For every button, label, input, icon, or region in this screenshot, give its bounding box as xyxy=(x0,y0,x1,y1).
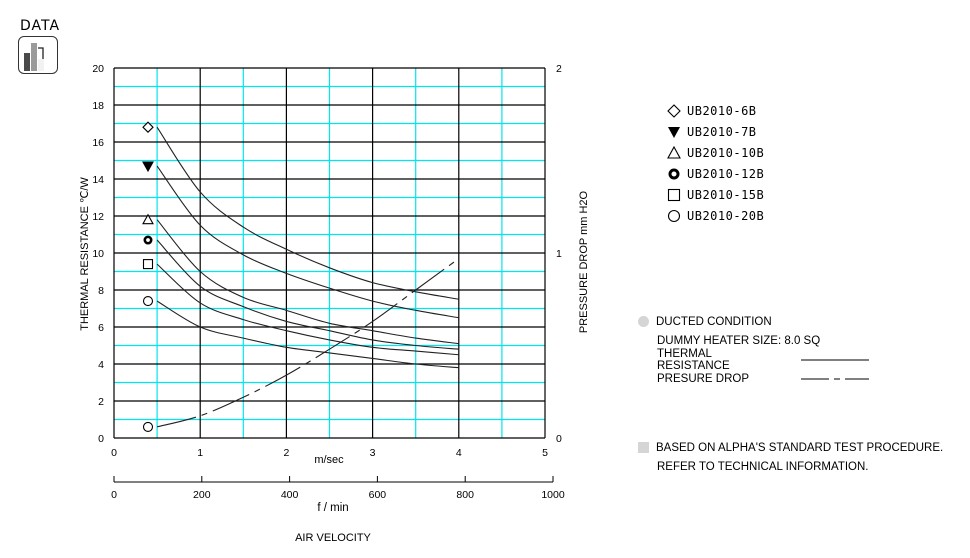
curve-ub2010-6b xyxy=(156,126,459,300)
y-tick-right: 2 xyxy=(556,63,562,75)
legend-item: UB2010-20B xyxy=(664,205,764,226)
legend: UB2010-6B UB2010-7B UB2010-10B UB2010-12B UB… xyxy=(664,100,764,226)
curve-pressure-drop xyxy=(156,258,460,428)
x-tick-secondary: 1000 xyxy=(541,489,565,501)
curve-ub2010-12b xyxy=(156,239,459,350)
y-tick-left: 0 xyxy=(98,433,104,445)
note-refer: REFER TO TECHNICAL INFORMATION. xyxy=(657,457,943,476)
y-axis-title-right: PRESSURE DROP mm H2O xyxy=(578,190,590,333)
y-tick-left: 14 xyxy=(92,174,104,186)
dash-line-sample xyxy=(801,378,869,379)
notes: DUCTED CONDITION DUMMY HEATER SIZE: 8.0 … xyxy=(638,312,943,476)
heater-text: DUMMY HEATER SIZE: 8.0 SQ xyxy=(657,334,821,347)
y-tick-left: 18 xyxy=(92,100,104,112)
legend-item: UB2010-7B xyxy=(664,121,764,142)
triangle-open-icon xyxy=(664,145,684,160)
square-open-icon xyxy=(142,259,154,270)
y-axis-title-left: THERMAL RESISTANCE ℃/W xyxy=(79,177,91,331)
thermal-label: THERMAL RESISTANCE xyxy=(657,347,730,372)
y-tick-left: 12 xyxy=(92,211,104,223)
legend-label: UB2010-15B xyxy=(687,187,765,202)
x-tick-secondary: 800 xyxy=(456,489,474,501)
triangle-open-icon xyxy=(142,213,154,225)
x-tick-secondary: 200 xyxy=(193,489,211,501)
y-tick-right: 1 xyxy=(556,248,562,260)
pressure-label: PRESURE DROP xyxy=(657,372,750,385)
legend-item: UB2010-10B xyxy=(664,142,764,163)
note-procedure: BASED ON ALPHA'S STANDARD TEST PROCEDURE… xyxy=(638,438,943,457)
curve-ub2010-7b xyxy=(156,165,459,319)
y-tick-left: 16 xyxy=(92,137,104,149)
badge-label: DATA xyxy=(20,18,61,34)
legend-item: UB2010-15B xyxy=(664,184,764,205)
circle-open-icon xyxy=(664,209,684,223)
curve-ub2010-10b xyxy=(156,219,459,345)
legend-label: UB2010-12B xyxy=(687,166,765,181)
legend-item: UB2010-6B xyxy=(664,100,764,121)
circle-open-icon xyxy=(142,421,154,432)
x-tick-secondary: 600 xyxy=(369,489,387,501)
note-heater: DUMMY HEATER SIZE: 8.0 SQ xyxy=(657,331,943,350)
y-tick-left: 2 xyxy=(98,396,104,408)
y-tick-left: 4 xyxy=(98,359,104,371)
x-tick-primary: 5 xyxy=(542,447,548,459)
diamond-open-icon xyxy=(142,121,154,133)
x-axis-title: AIR VELOCITY xyxy=(295,532,371,544)
note-thermal: THERMAL RESISTANCE xyxy=(657,347,943,372)
condition-text: DUCTED CONDITION xyxy=(656,315,772,328)
legend-item: UB2010-12B xyxy=(664,163,764,184)
procedure-text: BASED ON ALPHA'S STANDARD TEST PROCEDURE… xyxy=(656,441,944,454)
refer-text: REFER TO TECHNICAL INFORMATION. xyxy=(657,460,869,473)
y-tick-left: 6 xyxy=(98,322,104,334)
x-unit-secondary: f / min xyxy=(317,502,348,514)
legend-label: UB2010-20B xyxy=(687,208,765,223)
diamond-open-icon xyxy=(664,103,684,118)
circle-bullet-icon xyxy=(638,316,649,327)
y-tick-left: 10 xyxy=(92,248,104,260)
x-tick-primary: 4 xyxy=(456,447,462,459)
circle-bold-icon xyxy=(143,235,153,245)
bar-chart-icon xyxy=(18,36,58,74)
legend-label: UB2010-10B xyxy=(687,145,765,160)
square-open-icon xyxy=(664,188,684,202)
x-tick-secondary: 400 xyxy=(281,489,299,501)
x-unit-primary: m/sec xyxy=(314,454,344,466)
y-tick-left: 20 xyxy=(92,63,104,75)
x-tick-primary: 1 xyxy=(197,447,203,459)
note-condition: DUCTED CONDITION xyxy=(638,312,943,331)
x-tick-primary: 3 xyxy=(370,447,376,459)
x-tick-primary: 0 xyxy=(111,447,117,459)
x-tick-secondary: 0 xyxy=(111,489,117,501)
square-bullet-icon xyxy=(638,442,649,453)
y-tick-left: 8 xyxy=(98,285,104,297)
x-tick-primary: 2 xyxy=(283,447,289,459)
solid-line-sample xyxy=(801,359,869,360)
circle-open-icon xyxy=(142,296,154,307)
curve-ub2010-20b xyxy=(156,300,459,369)
triangle-down-filled-icon xyxy=(664,125,684,139)
data-badge: DATA xyxy=(18,18,62,74)
legend-label: UB2010-6B xyxy=(687,103,757,118)
y-tick-right: 0 xyxy=(556,433,562,445)
curve-ub2010-15b xyxy=(156,263,459,356)
circle-bold-icon xyxy=(664,167,684,181)
triangle-down-filled-icon xyxy=(142,161,154,173)
legend-label: UB2010-7B xyxy=(687,124,757,139)
note-pressure: PRESURE DROP xyxy=(657,369,943,388)
